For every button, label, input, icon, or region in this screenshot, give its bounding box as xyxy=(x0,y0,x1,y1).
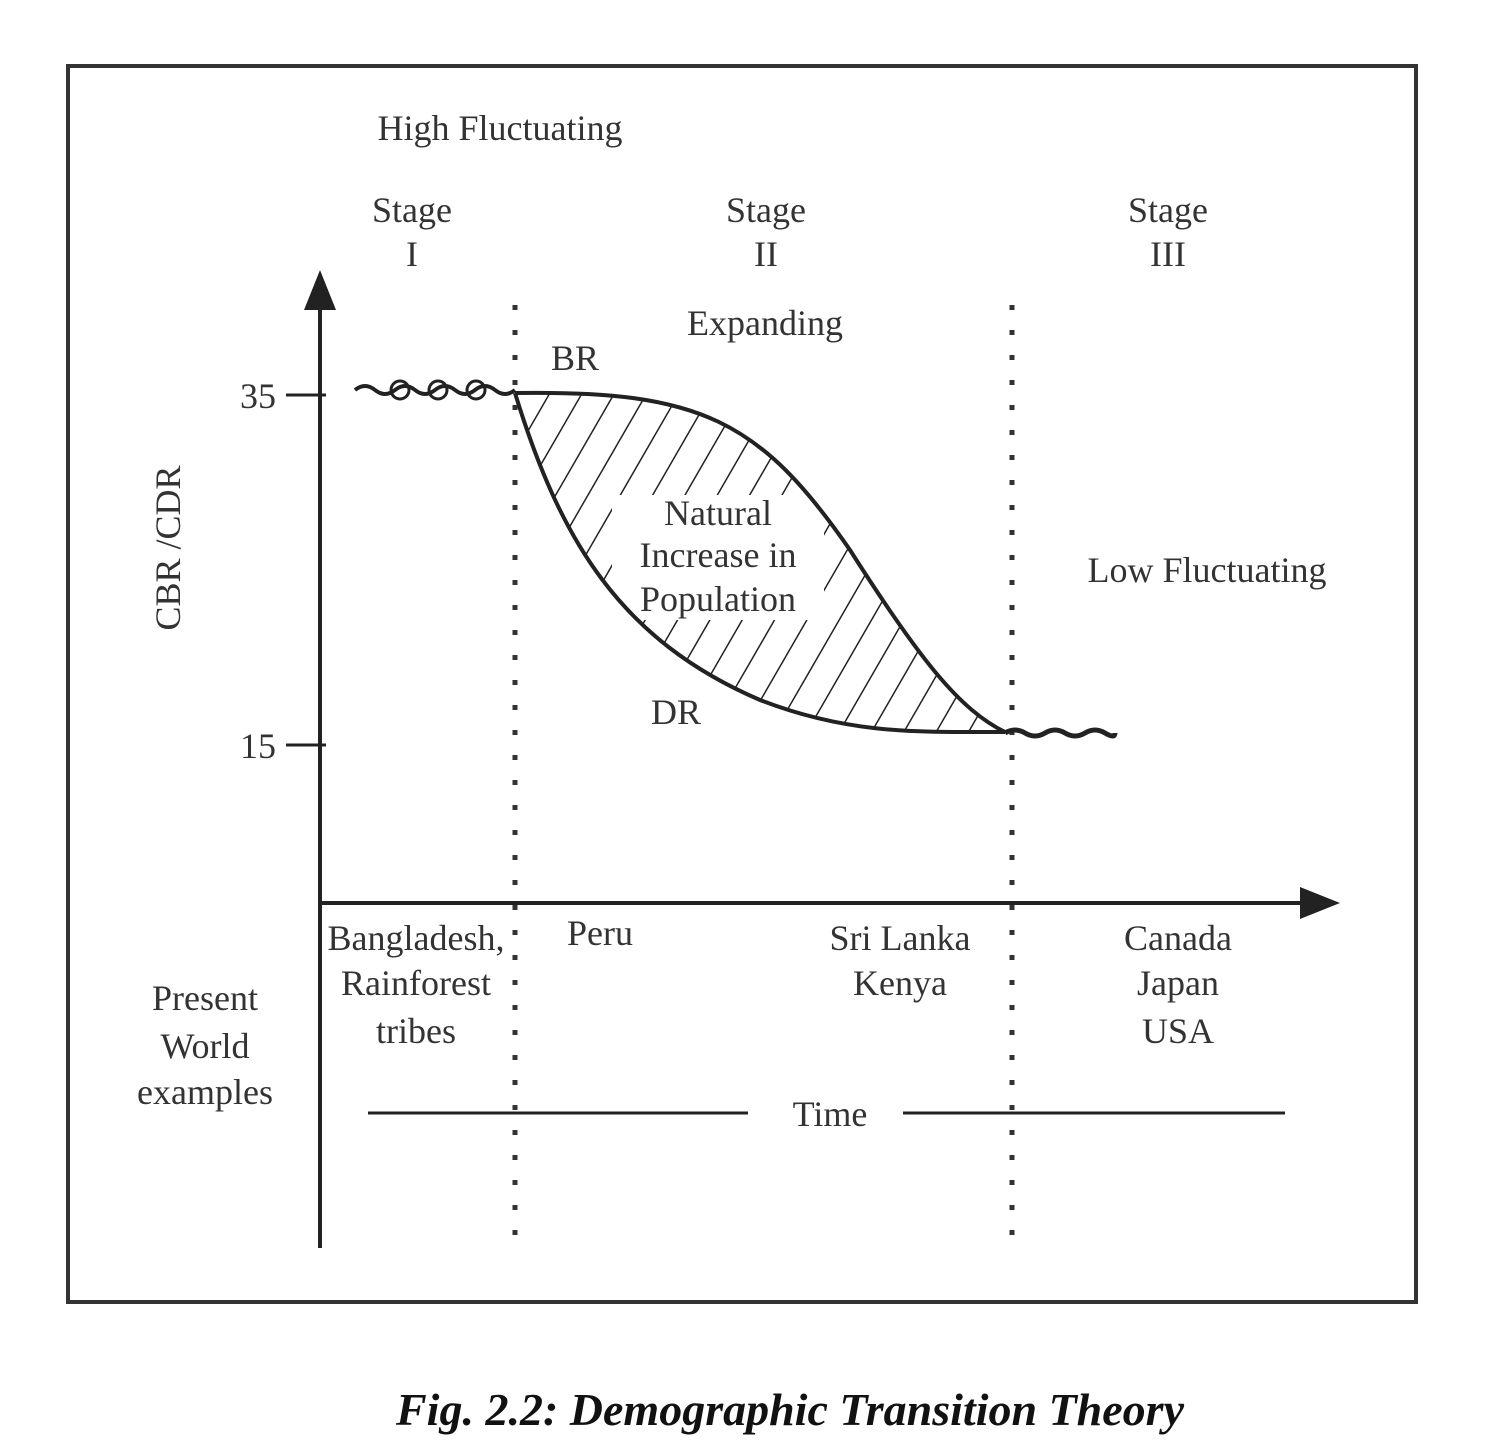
curve-label: BR xyxy=(551,338,599,378)
stage-label: Stage III xyxy=(1128,190,1208,274)
caption: Fig. 2.2: Demographic Transition Theory xyxy=(395,1384,1185,1435)
death-rate-curve xyxy=(513,392,1006,735)
example: Peru xyxy=(567,913,633,953)
frame xyxy=(66,64,1418,1304)
tick-label: 15 xyxy=(240,726,276,766)
area-label: Natural Increase in Population xyxy=(640,493,797,619)
fluctuation-loops xyxy=(389,379,487,401)
y-axis-label: CBR /CDR xyxy=(148,465,188,630)
label-background xyxy=(612,495,824,620)
tick-label: 35 xyxy=(240,376,276,416)
fluctuation xyxy=(353,384,517,396)
examples-label: Present World examples xyxy=(137,978,273,1112)
stage-label: Stage II xyxy=(726,190,806,274)
stage-label: Stage I xyxy=(372,190,452,274)
birth-rate-curve xyxy=(514,390,1006,734)
x-axis-label: Time xyxy=(793,1094,868,1134)
curve-label: DR xyxy=(651,692,701,732)
example: Canada Japan USA xyxy=(1124,918,1232,1051)
phase-label: Low Fluctuating xyxy=(1088,550,1327,590)
fluctuation xyxy=(1003,727,1118,739)
example: Bangladesh, Rainforest tribes xyxy=(328,918,505,1051)
phase-label: High Fluctuating xyxy=(378,108,623,148)
phase-label: Expanding xyxy=(687,303,843,343)
example: Sri Lanka Kenya xyxy=(830,918,971,1003)
